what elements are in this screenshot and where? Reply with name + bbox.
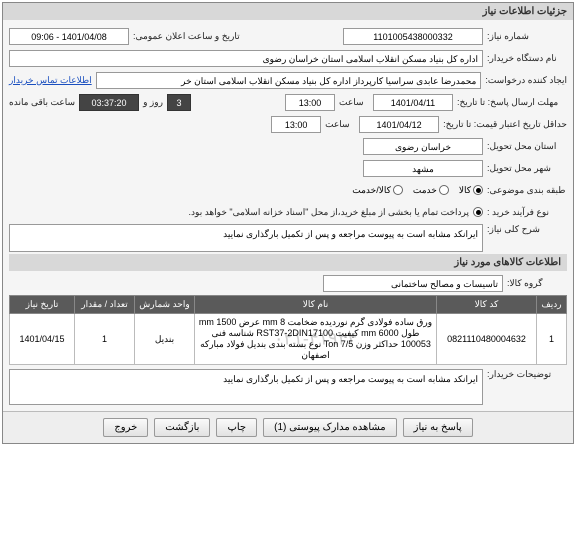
radio-goods-label: کالا <box>459 185 471 196</box>
row-deadline: مهلت ارسال پاسخ: تا تاریخ: 1401/04/11 سا… <box>9 92 567 112</box>
quote-date: 1401/04/12 <box>359 116 439 133</box>
radio-dot-icon <box>439 185 449 195</box>
need-details-panel: جزئیات اطلاعات نیاز شماره نیاز: 11010054… <box>2 2 574 444</box>
need-no-label: شماره نیاز: <box>487 31 567 42</box>
time-left-suffix: ساعت باقی مانده <box>9 97 75 108</box>
th-name: نام کالا <box>195 296 437 314</box>
group-value: تاسیسات و مصالح ساختمانی <box>323 275 503 292</box>
buyer-notes-label: توضیحات خریدار: <box>487 369 567 380</box>
cell-unit: بندیل <box>135 314 195 365</box>
th-qty: تعداد / مقدار <box>75 296 135 314</box>
row-city: شهر محل تحویل: مشهد <box>9 158 567 178</box>
table-header-row: ردیف کد کالا نام کالا واحد شمارش تعداد /… <box>10 296 567 314</box>
category-label: طبقه بندی موضوعی: <box>487 185 567 196</box>
th-code: کد کالا <box>437 296 537 314</box>
respond-button[interactable]: پاسخ به نیاز <box>403 418 473 437</box>
desc-value: ایرانکد مشابه است به پیوست مراجعه و پس ا… <box>9 224 483 252</box>
process-note: پرداخت تمام یا بخشی از مبلغ خرید،از محل … <box>189 207 469 218</box>
row-process: نوع فرآیند خرید : پرداخت تمام یا بخشی از… <box>9 202 567 222</box>
cell-name-text: ورق ساده فولادی گرم نوردیده ضخامت mm 8 ع… <box>199 317 432 360</box>
contact-link[interactable]: اطلاعات تماس خریدار <box>9 75 92 86</box>
time-left: 03:37:20 <box>79 94 139 111</box>
back-button[interactable]: بازگشت <box>154 418 210 437</box>
cell-name: ۰۲۱-۴۱۹۳۴ ورق ساده فولادی گرم نوردیده ضخ… <box>195 314 437 365</box>
row-province: استان محل تحویل: خراسان رضوی <box>9 136 567 156</box>
cell-row: 1 <box>537 314 567 365</box>
deadline-date: 1401/04/11 <box>373 94 453 111</box>
quote-label: حداقل تاریخ اعتبار قیمت: تا تاریخ: <box>443 119 567 130</box>
radio-goods[interactable]: کالا <box>459 185 483 196</box>
province-label: استان محل تحویل: <box>487 141 567 152</box>
radio-dot-icon <box>393 185 403 195</box>
cell-code: 0821110480004632 <box>437 314 537 365</box>
print-button[interactable]: چاپ <box>216 418 257 437</box>
items-section-title: اطلاعات کالاهای مورد نیاز <box>9 254 567 271</box>
row-buyer-notes: توضیحات خریدار: ایرانکد مشابه است به پیو… <box>9 369 567 405</box>
button-bar: پاسخ به نیاز مشاهده مدارک پیوستی (1) چاپ… <box>3 411 573 443</box>
cell-qty: 1 <box>75 314 135 365</box>
province-value: خراسان رضوی <box>363 138 483 155</box>
days-and: روز و <box>143 97 163 108</box>
cell-date: 1401/04/15 <box>10 314 75 365</box>
creator-value: محمدرضا عابدی سراسیا کارپرداز اداره کل ب… <box>96 72 482 89</box>
row-need-no: شماره نیاز: 1101005438000332 تاریخ و ساع… <box>9 26 567 46</box>
process-radio-icon <box>473 207 483 217</box>
city-label: شهر محل تحویل: <box>487 163 567 174</box>
time-label-1: ساعت <box>339 97 369 108</box>
radio-service-label: خدمت <box>413 185 437 196</box>
table-row: 1 0821110480004632 ۰۲۱-۴۱۹۳۴ ورق ساده فو… <box>10 314 567 365</box>
attachments-button[interactable]: مشاهده مدارک پیوستی (1) <box>263 418 397 437</box>
group-label: گروه کالا: <box>507 278 567 289</box>
need-no-value: 1101005438000332 <box>343 28 483 45</box>
category-radio-group: کالا خدمت کالا/خدمت <box>352 185 483 196</box>
row-creator: ایجاد کننده درخواست: محمدرضا عابدی سراسی… <box>9 70 567 90</box>
panel-body: شماره نیاز: 1101005438000332 تاریخ و ساع… <box>3 20 573 411</box>
row-group: گروه کالا: تاسیسات و مصالح ساختمانی <box>9 273 567 293</box>
row-buyer: نام دستگاه خریدار: اداره کل بنیاد مسکن ا… <box>9 48 567 68</box>
buyer-label: نام دستگاه خریدار: <box>487 53 567 64</box>
th-date: تاریخ نیاز <box>10 296 75 314</box>
items-table: ردیف کد کالا نام کالا واحد شمارش تعداد /… <box>9 295 567 365</box>
days-left: 3 <box>167 94 191 111</box>
th-row: ردیف <box>537 296 567 314</box>
announce-label: تاریخ و ساعت اعلان عمومی: <box>133 31 253 42</box>
deadline-time: 13:00 <box>285 94 335 111</box>
row-category: طبقه بندی موضوعی: کالا خدمت کالا/خدمت <box>9 180 567 200</box>
radio-both-label: کالا/خدمت <box>352 185 391 196</box>
process-label: نوع فرآیند خرید : <box>487 207 567 218</box>
radio-service[interactable]: خدمت <box>413 185 449 196</box>
time-label-2: ساعت <box>325 119 355 130</box>
row-quote: حداقل تاریخ اعتبار قیمت: تا تاریخ: 1401/… <box>9 114 567 134</box>
desc-label: شرح کلی نیاز: <box>487 224 567 235</box>
radio-both[interactable]: کالا/خدمت <box>352 185 403 196</box>
radio-dot-icon <box>473 185 483 195</box>
buyer-value: اداره کل بنیاد مسکن انقلاب اسلامی استان … <box>9 50 483 67</box>
creator-label: ایجاد کننده درخواست: <box>485 75 567 86</box>
buyer-notes-value: ایرانکد مشابه است به پیوست مراجعه و پس ا… <box>9 369 483 405</box>
city-value: مشهد <box>363 160 483 177</box>
panel-title: جزئیات اطلاعات نیاز <box>3 3 573 20</box>
announce-value: 1401/04/08 - 09:06 <box>9 28 129 45</box>
deadline-label: مهلت ارسال پاسخ: تا تاریخ: <box>457 97 567 108</box>
exit-button[interactable]: خروج <box>103 418 148 437</box>
th-unit: واحد شمارش <box>135 296 195 314</box>
quote-time: 13:00 <box>271 116 321 133</box>
row-desc: شرح کلی نیاز: ایرانکد مشابه است به پیوست… <box>9 224 567 252</box>
